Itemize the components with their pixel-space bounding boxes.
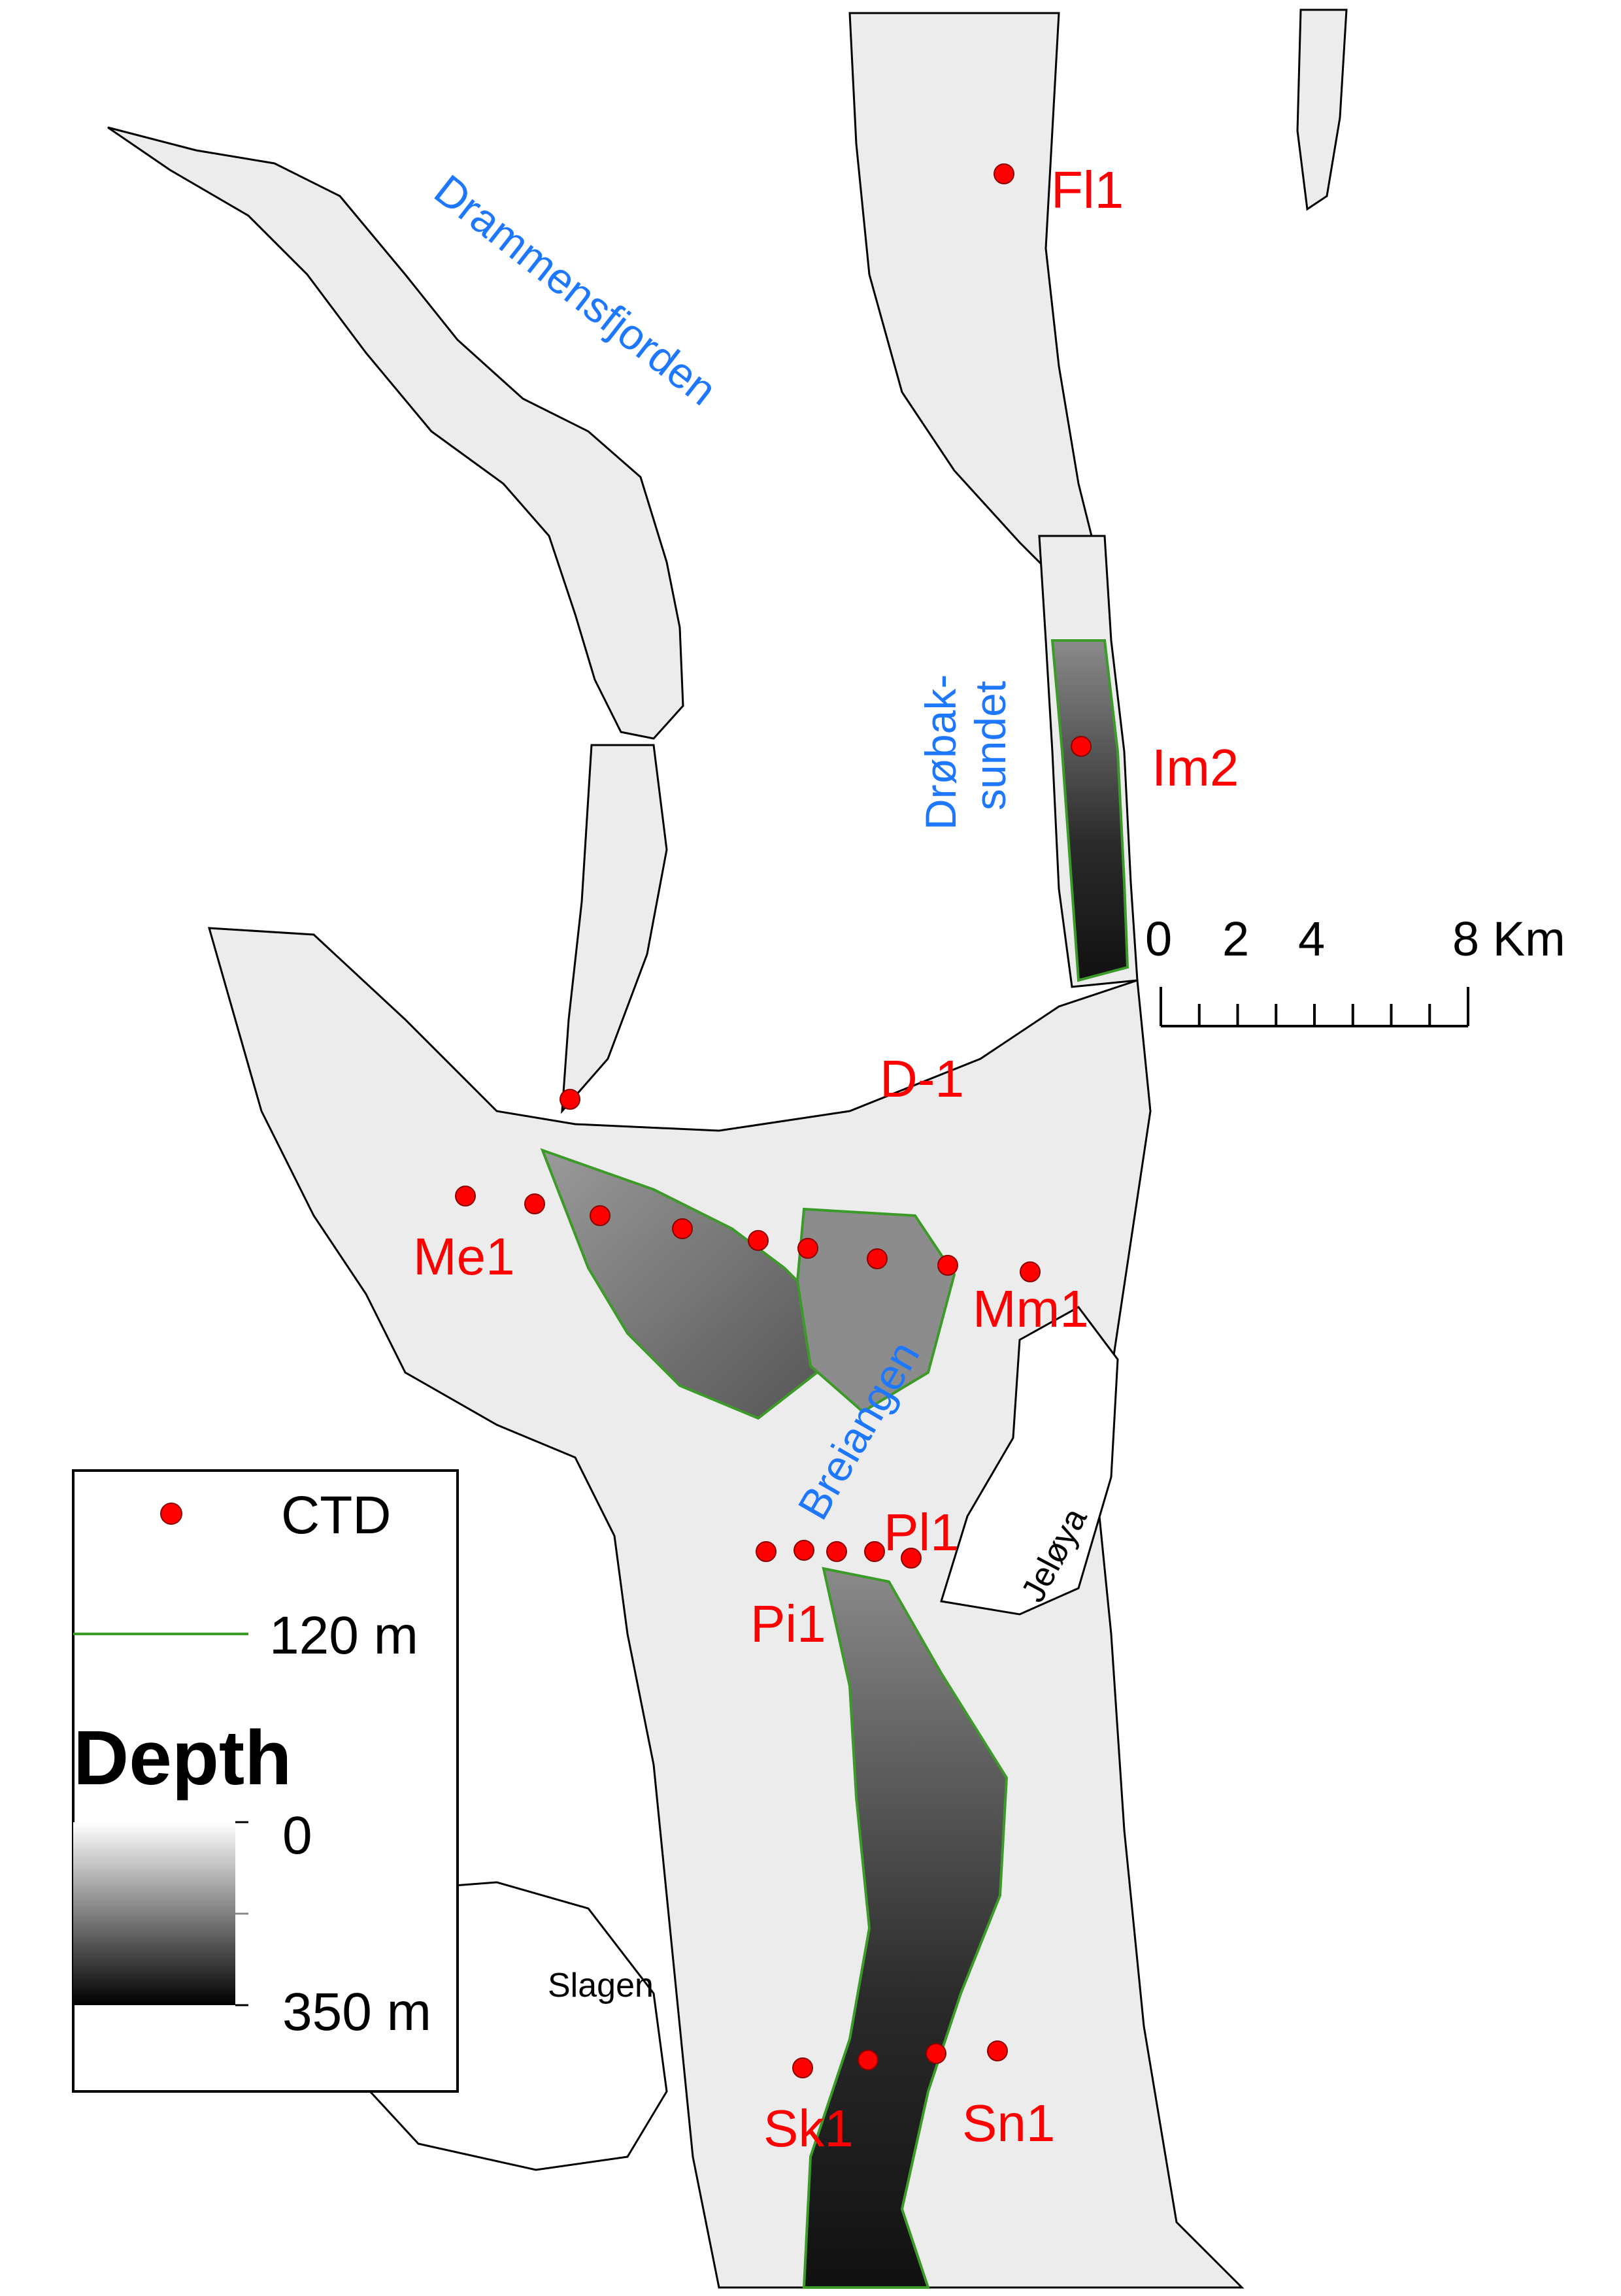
ctd-station-marker (756, 1541, 777, 1562)
ctd-station-marker (864, 1541, 885, 1562)
scale-tick-0: 0 (1145, 912, 1172, 966)
legend-depth-max: 350 m (282, 1982, 431, 2042)
ctd-station-marker (590, 1205, 610, 1226)
west-sound-water (561, 744, 668, 1114)
breiangen-east-basin (795, 1207, 956, 1414)
east-arm-water (1296, 8, 1348, 211)
ctd-station-marker (826, 1541, 847, 1562)
slagen-label: Slagen (548, 1967, 654, 2005)
water-bodies (107, 8, 1348, 2289)
scale-tick-8: 8 Km (1452, 912, 1565, 966)
jeloya-island (940, 1306, 1119, 1616)
ctd-station-marker (455, 1186, 476, 1206)
scale-tick-2: 2 (1222, 912, 1249, 966)
deep-southern-channel (802, 1567, 1009, 2289)
legend-depth-title: Depth (73, 1715, 292, 1801)
ctd-station-marker (748, 1230, 769, 1251)
station-label-fl1: Fl1 (1051, 161, 1124, 219)
station-label-me1: Me1 (413, 1227, 515, 1286)
drobaksundet-label-1: Drøbak- (916, 674, 965, 830)
ctd-station-marker (926, 2043, 946, 2064)
ctd-station-marker (867, 1248, 888, 1269)
ctd-station-marker (901, 1548, 922, 1569)
scale-ruler (1160, 987, 1469, 1027)
drammensfjorden-water (107, 126, 684, 740)
ctd-station-marker (672, 1218, 693, 1239)
ctd-station-marker (1020, 1261, 1041, 1282)
ctd-station-marker (560, 1089, 580, 1110)
scale-tick-4: 4 (1298, 912, 1325, 966)
station-label-im2: Im2 (1152, 739, 1239, 797)
station-label-mm1: Mm1 (973, 1280, 1089, 1338)
ctd-station-marker (858, 2050, 878, 2071)
legend-isobath-label: 120 m (269, 1606, 418, 1665)
legend: CTD 120 m Depth 0 350 m (72, 1469, 459, 2093)
legend-depth-min: 0 (282, 1806, 312, 1865)
ctd-station-marker (987, 2040, 1008, 2061)
ctd-station-marker (937, 1255, 958, 1276)
station-label-sn1: Sn1 (962, 2094, 1055, 2152)
scale-bar: 0 2 4 8 Km (1145, 912, 1565, 1027)
legend-depth-ramp (73, 1822, 235, 2005)
ctd-station-marker (524, 1193, 545, 1214)
ctd-station-marker (797, 1238, 818, 1259)
drobaksundet-deep (1050, 639, 1129, 982)
station-label-sk1: Sk1 (763, 2099, 854, 2157)
ctd-station-marker (792, 2057, 813, 2078)
legend-ctd-marker (160, 1503, 182, 1525)
station-label-pl1: Pl1 (884, 1503, 960, 1561)
station-label-pi1: Pi1 (750, 1595, 826, 1653)
outer-fjord-water (207, 927, 1245, 2289)
legend-ctd-label: CTD (281, 1486, 392, 1545)
ctd-station-marker (994, 163, 1014, 184)
station-label-d1: D-1 (880, 1050, 964, 1108)
ctd-station-marker (1071, 736, 1092, 757)
ctd-station-marker (794, 1540, 814, 1561)
inner-fjord-water (848, 12, 1106, 596)
station-labels: Fl1 Im2 D-1 Me1 Mm1 Pl1 Pi1 Sk1 Sn1 (413, 161, 1239, 2157)
ctd-stations (455, 163, 1092, 2078)
drobaksundet-label-2: sundet (966, 681, 1014, 810)
